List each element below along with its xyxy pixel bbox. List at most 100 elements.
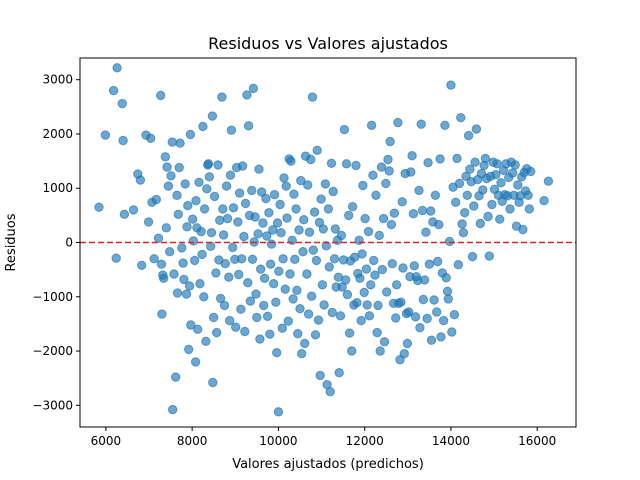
data-point-28 [165, 247, 175, 257]
data-point-108 [243, 121, 254, 131]
data-point-208 [341, 159, 352, 169]
y-tick-label-1000: 1000 [42, 181, 73, 195]
data-point-225 [359, 287, 369, 298]
data-point-276 [415, 323, 425, 333]
data-point-221 [355, 273, 365, 283]
data-point-289 [430, 190, 441, 201]
data-point-2 [108, 85, 119, 96]
data-point-291 [432, 256, 443, 267]
data-point-168 [302, 269, 312, 279]
data-point-29 [166, 171, 176, 181]
data-point-86 [221, 181, 232, 191]
data-point-237 [372, 327, 382, 338]
data-point-178 [311, 255, 322, 266]
data-point-325 [475, 218, 485, 229]
data-point-262 [399, 349, 409, 359]
data-point-93 [228, 203, 239, 213]
data-point-305 [449, 310, 460, 320]
data-point-293 [435, 154, 445, 164]
data-point-316 [463, 130, 474, 141]
data-point-113 [248, 83, 259, 94]
data-point-4 [111, 253, 121, 263]
data-point-92 [228, 242, 238, 253]
data-point-236 [371, 190, 381, 201]
data-point-245 [381, 178, 391, 189]
data-point-159 [293, 329, 303, 339]
data-point-363 [524, 204, 535, 214]
data-point-341 [496, 178, 506, 188]
data-point-253 [389, 208, 400, 218]
data-point-266 [404, 307, 414, 317]
data-point-27 [163, 181, 174, 191]
data-point-320 [469, 201, 479, 211]
data-point-322 [471, 124, 482, 134]
data-point-306 [451, 197, 461, 208]
data-point-332 [484, 251, 494, 261]
x-axis-label: Valores ajustados (predichos) [232, 457, 424, 472]
data-point-298 [441, 273, 451, 283]
data-point-365 [539, 196, 549, 206]
data-point-42 [180, 179, 190, 189]
data-point-64 [201, 336, 211, 346]
data-point-235 [370, 270, 380, 280]
data-point-69 [206, 241, 216, 252]
data-point-158 [292, 285, 302, 295]
data-point-46 [184, 344, 194, 355]
data-point-19 [156, 90, 166, 101]
data-point-98 [234, 269, 244, 280]
data-point-243 [378, 213, 389, 224]
data-point-311 [457, 219, 467, 229]
x-tick-label-8000: 8000 [177, 434, 208, 448]
data-point-140 [274, 266, 284, 276]
data-point-77 [213, 160, 223, 170]
data-point-331 [483, 211, 493, 222]
data-point-242 [377, 264, 387, 275]
data-point-155 [289, 189, 299, 199]
data-point-13 [143, 217, 154, 227]
data-point-354 [513, 180, 523, 190]
data-point-81 [217, 92, 227, 102]
data-point-334 [487, 199, 497, 210]
x-tick-label-12000: 12000 [346, 434, 384, 448]
data-point-106 [242, 90, 252, 100]
data-point-60 [197, 249, 207, 260]
data-point-281 [421, 227, 431, 237]
data-point-148 [282, 213, 292, 223]
data-point-244 [379, 337, 390, 347]
data-points [94, 63, 554, 417]
data-point-24 [160, 152, 171, 162]
data-point-146 [280, 284, 290, 294]
data-point-119 [254, 164, 264, 174]
data-point-271 [409, 261, 419, 271]
data-point-201 [334, 368, 344, 378]
data-point-0 [94, 202, 104, 212]
data-point-249 [385, 136, 395, 147]
data-point-63 [199, 204, 210, 214]
data-point-147 [281, 181, 291, 191]
data-point-161 [295, 304, 305, 314]
data-point-36 [173, 209, 184, 220]
data-point-90 [225, 170, 236, 180]
data-point-85 [220, 259, 231, 269]
data-point-143 [277, 323, 287, 333]
data-point-224 [358, 180, 368, 191]
data-point-218 [352, 298, 362, 308]
x-tick-label-16000: 16000 [518, 434, 556, 448]
data-point-309 [454, 178, 465, 189]
data-point-164 [298, 247, 308, 257]
data-point-101 [237, 254, 247, 264]
data-point-222 [356, 315, 366, 326]
data-point-47 [184, 281, 195, 291]
data-point-166 [300, 338, 310, 349]
data-point-52 [190, 255, 200, 266]
data-point-179 [312, 145, 322, 156]
data-point-38 [175, 138, 185, 148]
data-point-3 [112, 63, 122, 73]
data-point-350 [507, 168, 518, 178]
data-point-17 [151, 194, 162, 205]
data-point-18 [153, 233, 164, 243]
data-point-176 [309, 207, 320, 217]
data-point-103 [239, 231, 249, 242]
data-point-123 [258, 218, 268, 228]
